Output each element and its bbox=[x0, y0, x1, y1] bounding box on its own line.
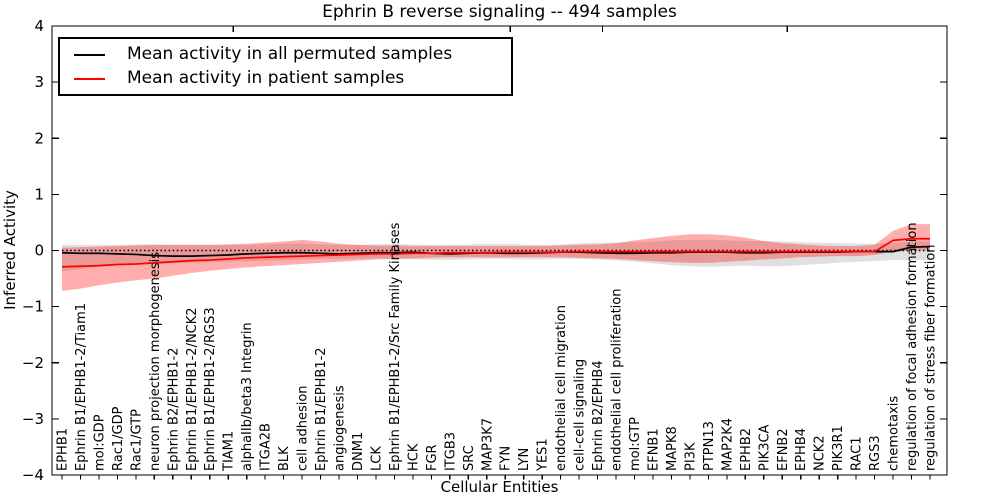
x-tick-label: SRC bbox=[462, 445, 477, 471]
y-tick-label: 1 bbox=[34, 185, 44, 203]
x-tick-label: ITGA2B bbox=[259, 423, 274, 471]
legend-entry-patient: Mean activity in patient samples bbox=[60, 70, 511, 87]
x-tick-label: Ephrin B1/EPHB1-2/RGS3 bbox=[203, 307, 218, 471]
y-tick-label: 2 bbox=[34, 129, 44, 147]
x-tick-label: LYN bbox=[517, 448, 532, 471]
x-tick-label: DNM1 bbox=[351, 432, 366, 471]
x-tick-label: ITGB3 bbox=[443, 432, 458, 471]
x-tick-label: RAC1 bbox=[850, 436, 865, 471]
x-tick-label: EFNB1 bbox=[646, 428, 661, 471]
legend-label-patient: Mean activity in patient samples bbox=[127, 68, 405, 88]
x-tick-label: chemotaxis bbox=[887, 396, 902, 471]
x-tick-label: mol:GTP bbox=[628, 417, 643, 471]
x-tick-label: Ephrin B2/EPHB4 bbox=[591, 360, 606, 471]
x-tick-label: EPHB2 bbox=[739, 428, 754, 471]
patient-confidence-band bbox=[62, 224, 930, 291]
x-tick-label: alphaIIb/beta3 Integrin bbox=[240, 322, 255, 471]
x-tick-label: endothelial cell proliferation bbox=[610, 289, 625, 472]
x-tick-label: LCK bbox=[369, 446, 384, 471]
x-tick-label: YES1 bbox=[536, 438, 551, 472]
x-tick-label: FYN bbox=[499, 446, 514, 471]
x-tick-label: MAP3K7 bbox=[480, 418, 495, 471]
y-tick-label: −1 bbox=[22, 298, 44, 316]
x-tick-label: endothelial cell migration bbox=[554, 305, 569, 471]
x-tick-label: Ephrin B2/EPHB1-2 bbox=[166, 347, 181, 471]
x-tick-label: Rac1/GTP bbox=[129, 409, 144, 471]
x-tick-label: mol:GDP bbox=[92, 414, 107, 471]
x-tick-label: RGS3 bbox=[868, 435, 883, 471]
legend: Mean activity in all permuted samples Me… bbox=[58, 37, 513, 96]
x-tick-label: regulation of stress fiber formation bbox=[924, 244, 939, 471]
x-tick-label: EPHB4 bbox=[794, 428, 809, 471]
x-tick-label: Ephrin B1/EPHB1-2/NCK2 bbox=[185, 307, 200, 471]
x-tick-label: EPHB1 bbox=[56, 428, 71, 471]
x-tick-label: Rac1/GDP bbox=[111, 406, 126, 471]
permuted-line-swatch bbox=[74, 53, 105, 56]
x-tick-label: Ephrin B1/EPHB1-2/Src Family Kinases bbox=[388, 222, 403, 471]
y-tick-label: 4 bbox=[34, 17, 44, 35]
x-tick-label: MAPK8 bbox=[665, 426, 680, 471]
x-tick-label: regulation of focal adhesion formation bbox=[905, 222, 920, 471]
x-tick-label: PI3K bbox=[683, 442, 698, 471]
patient-line-swatch bbox=[74, 77, 105, 80]
x-tick-label: angiogenesis bbox=[333, 385, 348, 471]
x-tick-label: MAP2K4 bbox=[720, 418, 735, 471]
y-tick-label: 3 bbox=[34, 73, 44, 91]
x-tick-label: PTPN13 bbox=[702, 421, 717, 471]
x-tick-label: PIK3CA bbox=[757, 424, 772, 471]
legend-entry-permuted: Mean activity in all permuted samples bbox=[60, 46, 511, 63]
x-tick-label: FGR bbox=[425, 444, 440, 471]
x-tick-label: TIAM1 bbox=[222, 431, 237, 472]
y-axis-label: Inferred Activity bbox=[1, 190, 19, 310]
legend-label-permuted: Mean activity in all permuted samples bbox=[127, 44, 453, 64]
x-tick-label: NCK2 bbox=[813, 435, 828, 471]
x-tick-label: Ephrin B1/EPHB1-2 bbox=[314, 347, 329, 471]
x-tick-label: cell-cell signaling bbox=[573, 359, 588, 471]
y-tick-label: −3 bbox=[22, 410, 44, 428]
chart-title: Ephrin B reverse signaling -- 494 sample… bbox=[322, 2, 677, 22]
y-tick-label: 0 bbox=[34, 242, 44, 260]
x-tick-label: Ephrin B1/EPHB1-2/Tiam1 bbox=[74, 303, 89, 471]
x-tick-label: neuron projection morphogenesis bbox=[148, 252, 163, 471]
patient-mean-line bbox=[61, 237, 930, 268]
y-tick-label: −2 bbox=[22, 354, 44, 372]
x-tick-label: PIK3R1 bbox=[831, 425, 846, 471]
permuted-confidence-band bbox=[62, 239, 930, 272]
x-tick-label: BLK bbox=[277, 446, 292, 471]
x-tick-label: cell adhesion bbox=[296, 385, 311, 471]
x-tick-label: EFNB2 bbox=[776, 428, 791, 471]
x-axis-label: Cellular Entities bbox=[440, 478, 559, 496]
x-tick-label: HCK bbox=[406, 443, 421, 471]
y-tick-label: −4 bbox=[22, 466, 44, 484]
